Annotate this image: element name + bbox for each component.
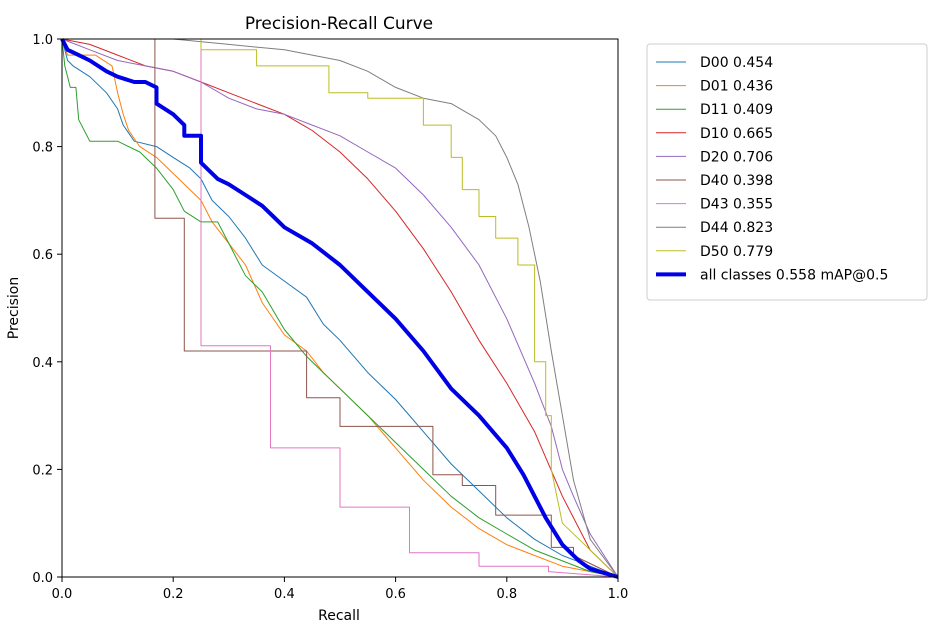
series-line-all-classes — [60, 38, 619, 579]
plot-lines — [60, 38, 619, 579]
y-tick-label: 0.4 — [32, 356, 53, 371]
legend-label: D44 0.823 — [700, 220, 773, 236]
legend-label: D01 0.436 — [700, 79, 773, 95]
y-axis: 0.0 0.2 0.4 0.6 0.8 1.0 — [32, 33, 62, 586]
x-tick-label: 0.6 — [385, 587, 406, 602]
series-line-d50 — [62, 38, 619, 578]
series-line-d01 — [61, 38, 619, 578]
series-line-d11 — [61, 38, 619, 578]
series-line-d44 — [62, 38, 619, 578]
x-tick-label: 0.4 — [274, 587, 295, 602]
series-line-d00 — [61, 38, 619, 578]
y-tick-label: 0.6 — [32, 248, 53, 263]
series-line-d20 — [61, 38, 619, 578]
x-tick-label: 0.0 — [52, 587, 73, 602]
legend: D00 0.454 D01 0.436 D11 0.409 D10 0.665 D20 … — [646, 43, 928, 301]
y-tick-label: 1.0 — [32, 33, 53, 48]
x-tick-label: 0.2 — [163, 587, 184, 602]
legend-box — [646, 43, 928, 301]
legend-label: D40 0.398 — [700, 173, 773, 189]
legend-label: D43 0.355 — [700, 197, 773, 213]
x-tick-label: 0.8 — [496, 587, 517, 602]
x-tick-label: 1.0 — [608, 587, 629, 602]
y-axis-label: Precision — [6, 277, 22, 339]
x-axis: 0.0 0.2 0.4 0.6 0.8 1.0 — [52, 577, 629, 602]
x-axis-label: Recall — [318, 608, 360, 624]
legend-label: D10 0.665 — [700, 126, 773, 142]
series-line-d43 — [62, 38, 619, 578]
plot-frame — [61, 38, 619, 578]
y-tick-label: 0.8 — [32, 141, 53, 156]
y-tick-label: 0.0 — [32, 571, 53, 586]
y-tick-label: 0.2 — [32, 463, 53, 478]
legend-label: D00 0.454 — [700, 55, 773, 71]
series-line-d40 — [62, 38, 619, 578]
legend-label: all classes 0.558 mAP@0.5 — [700, 267, 888, 283]
legend-label: D20 0.706 — [700, 149, 773, 165]
legend-label: D50 0.779 — [700, 244, 773, 260]
chart-title: Precision-Recall Curve — [245, 14, 433, 34]
legend-label: D11 0.409 — [700, 102, 773, 118]
